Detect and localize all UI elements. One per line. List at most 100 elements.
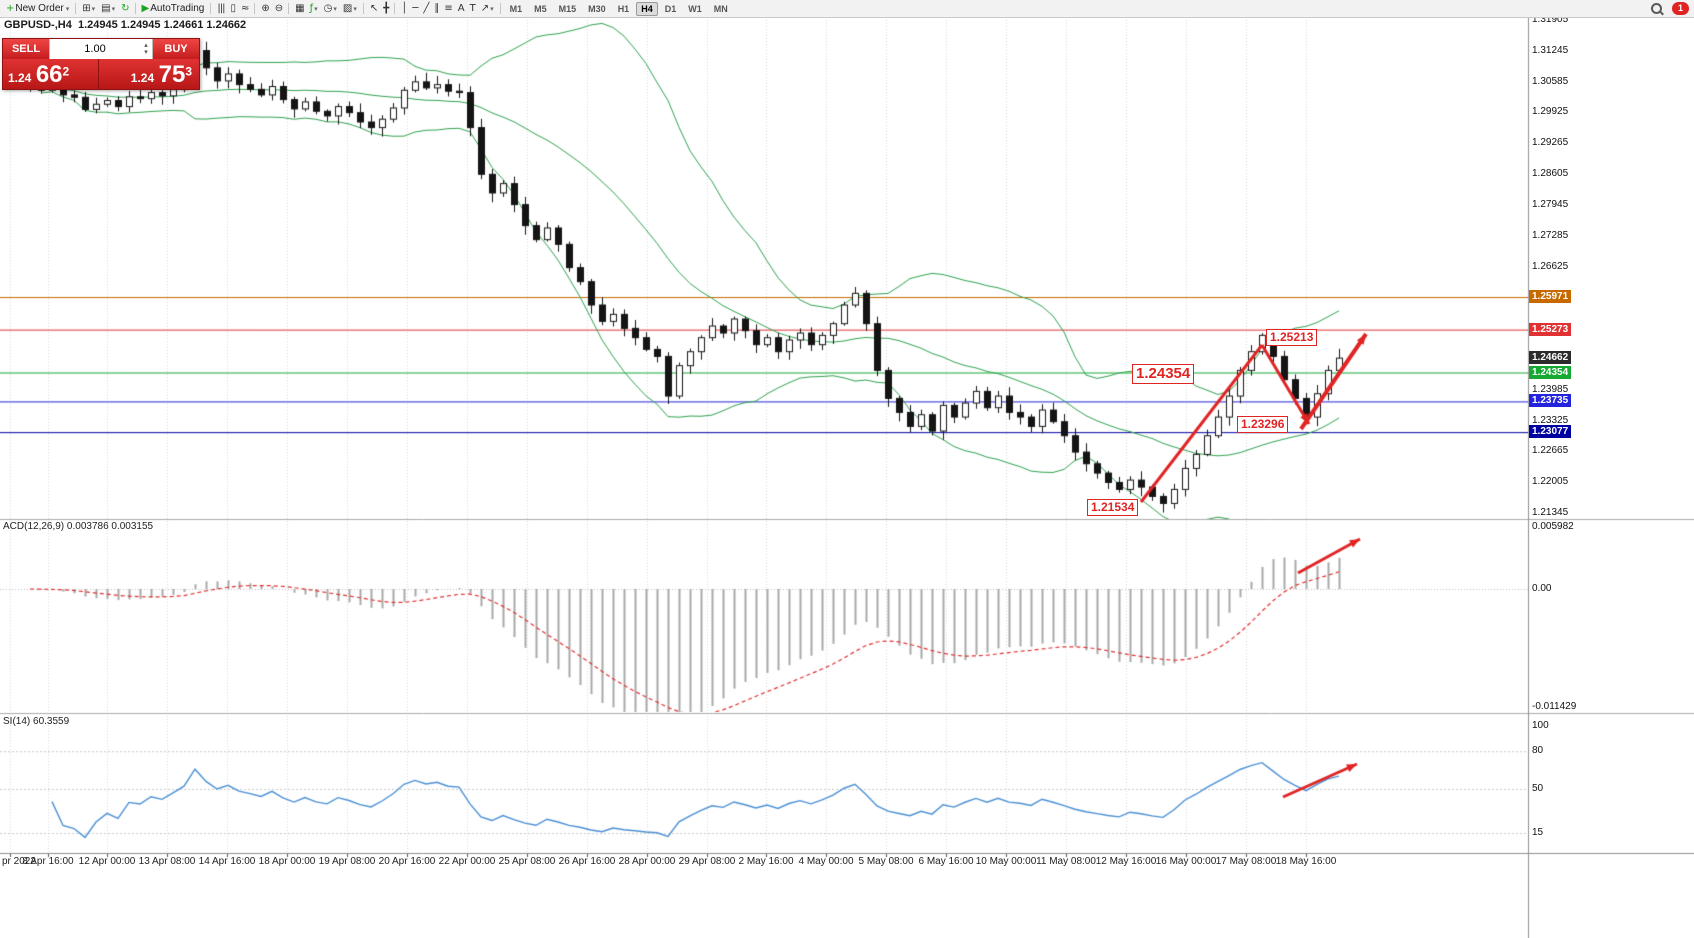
timeframe-m5-button[interactable]: M5 [534, 3, 547, 14]
timeframe-mn-button[interactable]: MN [713, 3, 728, 14]
toolbar-separator [362, 3, 364, 14]
templates-button[interactable]: ▨ ▾ [340, 1, 360, 16]
chart-bars-icon: ||| [217, 3, 225, 14]
price-axis-label: 1.27285 [1532, 229, 1569, 241]
time-axis-label: 28 Apr 00:00 [618, 856, 676, 867]
trendline-tool-button[interactable]: ╱ [420, 1, 431, 16]
caret-down-icon: ▾ [65, 4, 70, 13]
caret-down-icon: ▾ [111, 4, 116, 13]
chart-bars-button[interactable]: ||| [214, 1, 227, 16]
caret-down-icon: ▾ [353, 4, 357, 13]
price-axis-label: 1.30585 [1532, 75, 1569, 87]
price-axis-label: 1.23985 [1532, 383, 1569, 395]
time-axis-label: 2 May 16:00 [738, 856, 794, 867]
timeframe-d1-button[interactable]: D1 [664, 3, 677, 14]
profiles-button[interactable]: ▤ ▾ [98, 1, 118, 16]
rsi-axis-label: 80 [1532, 745, 1544, 757]
volume-down-button[interactable]: ▾ [144, 48, 148, 56]
time-axis-label: 8 Apr 16:00 [22, 856, 74, 867]
zoom-out-icon: ⊖ [274, 3, 283, 14]
label-tool-button[interactable]: T [467, 1, 478, 16]
zoom-in-button[interactable]: ⊕ [258, 1, 271, 16]
time-axis-label: 19 Apr 08:00 [318, 856, 376, 867]
cursor-icon: ↖ [369, 3, 378, 14]
refresh-button[interactable]: ↻ [118, 1, 131, 16]
channel-tool-button[interactable]: ∥ [431, 1, 441, 16]
periods-button[interactable]: ◷ ▾ [321, 1, 340, 16]
buy-price-prefix: 1.24 [130, 71, 155, 85]
crosshair-button[interactable]: ╋ [380, 1, 391, 16]
buy-price-superscript: 3 [185, 64, 192, 79]
tile-windows-button[interactable]: ▦ [292, 1, 306, 16]
quote-header: GBPUSD-,H4 1.24945 1.24945 1.24661 1.246… [4, 19, 247, 31]
sell-button[interactable]: SELL [3, 39, 49, 59]
chart-line-button[interactable]: ≈ [238, 1, 251, 16]
hline-tool-icon: ─ [412, 3, 418, 14]
zoom-out-button[interactable]: ⊖ [272, 1, 285, 16]
hline-tool-button[interactable]: ─ [409, 1, 420, 16]
periods-icon: ◷ [323, 3, 333, 14]
price-axis-label: 1.27945 [1532, 198, 1569, 210]
timeframe-h1-button[interactable]: H1 [617, 3, 630, 14]
timeframe-w1-button[interactable]: W1 [688, 3, 702, 14]
channel-tool-icon: ∥ [434, 3, 439, 14]
vline-tool-button[interactable]: │ [398, 1, 409, 16]
timeframe-m30-button[interactable]: M30 [588, 3, 606, 14]
arrows-tool-button[interactable]: ↗ ▾ [478, 1, 497, 16]
autotrading-button[interactable]: ▶ AutoTrading [139, 1, 208, 16]
buy-button[interactable]: BUY [153, 39, 199, 59]
sell-price-prefix: 1.24 [8, 71, 32, 85]
rsi-axis-label: 50 [1532, 783, 1544, 794]
macd-axis-label: 0.005982 [1532, 521, 1574, 532]
cursor-button[interactable]: ↖ [367, 1, 380, 16]
indicators-button[interactable]: ƒ ▾ [307, 1, 321, 16]
volume-up-button[interactable]: ▴ [144, 41, 148, 49]
timeframe-m15-button[interactable]: M15 [558, 3, 577, 14]
price-axis-badge: 1.24662 [1529, 351, 1572, 365]
price-annotation[interactable]: 1.24354 [1132, 364, 1195, 384]
crosshair-icon: ╋ [383, 3, 389, 14]
text-tool-button[interactable]: A [455, 1, 467, 16]
trendline-tool-icon: ╱ [423, 3, 429, 14]
toolbar-separator [134, 3, 136, 14]
price-axis-badge: 1.25971 [1529, 290, 1572, 304]
price-axis-label: 1.21345 [1532, 507, 1569, 518]
time-axis-label: 6 May 16:00 [918, 856, 974, 867]
open-chart-button[interactable]: ⊞ ▾ [79, 1, 98, 16]
timeframe-m1-button[interactable]: M1 [509, 3, 523, 14]
autotrading-icon: ▶ [141, 3, 150, 14]
sell-price-big-digits: 66 [35, 61, 63, 88]
price-annotation[interactable]: 1.23296 [1237, 416, 1289, 433]
macd-axis-label: 0.00 [1532, 583, 1552, 594]
fibonacci-tool-button[interactable]: ≡ [441, 1, 454, 16]
rsi-axis-label: 15 [1532, 827, 1544, 839]
search-icon [1650, 2, 1664, 16]
price-axis-label: 1.22665 [1532, 445, 1569, 457]
price-annotation[interactable]: 1.25213 [1266, 329, 1318, 346]
price-axis-badge: 1.25273 [1529, 322, 1572, 336]
toolbar-separator [210, 3, 212, 14]
time-axis-label: 10 May 00:00 [975, 856, 1037, 867]
price-axis-label: 1.31245 [1532, 44, 1569, 56]
toolbar-separator [254, 3, 256, 14]
rsi-axis-label: 100 [1532, 720, 1549, 731]
sell-price-display[interactable]: 1.24 662 [3, 63, 98, 89]
time-axis-label: 4 May 00:00 [798, 856, 854, 867]
time-axis-label: 14 Apr 16:00 [198, 856, 256, 867]
zoom-in-icon: ⊕ [261, 3, 269, 14]
new-order-button[interactable]: + New Order ▾ [3, 1, 72, 16]
price-axis-label: 1.22005 [1532, 476, 1569, 488]
price-divider [98, 59, 99, 89]
chart-candles-button[interactable]: ▯ [227, 1, 238, 16]
buy-price-display[interactable]: 1.24 753 [99, 63, 199, 89]
price-annotation[interactable]: 1.21534 [1087, 499, 1139, 516]
time-axis-label: 25 Apr 08:00 [498, 856, 556, 867]
profiles-icon: ▤ [101, 3, 111, 14]
search-button[interactable] [1647, 1, 1667, 16]
notification-badge[interactable]: 1 [1672, 2, 1689, 15]
toolbar-separator [499, 3, 501, 14]
timeframe-h4-button[interactable]: H4 [636, 1, 658, 16]
volume-input[interactable] [50, 43, 140, 55]
time-axis-label: 18 May 16:00 [1275, 856, 1337, 867]
